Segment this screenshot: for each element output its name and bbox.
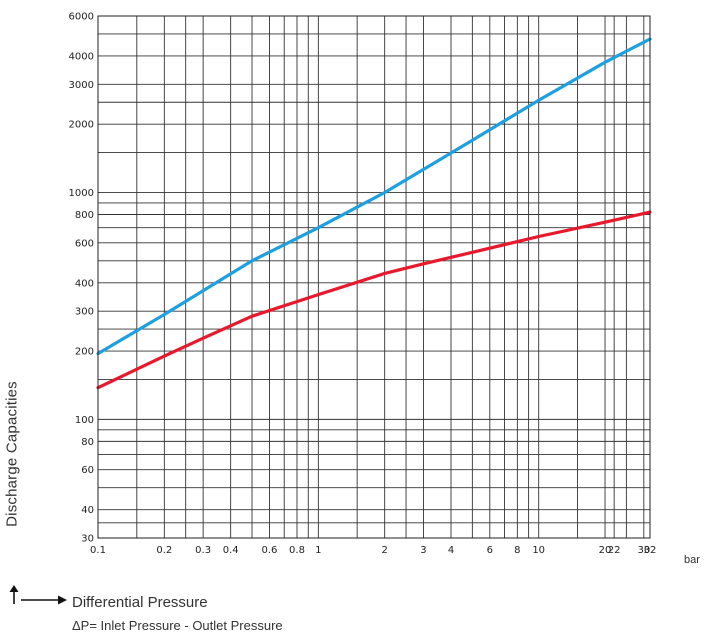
- x-tick-label: 2: [381, 545, 387, 556]
- series-line-blue: [96, 37, 652, 356]
- y-tick-label: 3000: [69, 80, 94, 91]
- series-line-red: [96, 210, 652, 390]
- arrow-up-icon: [9, 585, 19, 604]
- y-tick-label: 800: [75, 210, 94, 221]
- x-tick-label: 0.4: [223, 545, 239, 556]
- y-tick-label: 100: [75, 415, 94, 426]
- x-tick-label: 6: [487, 545, 493, 556]
- x-tick-label: 1: [315, 545, 321, 556]
- chart-lines: [96, 37, 652, 390]
- x-tick-label: 32: [644, 545, 657, 556]
- x-tick-label: 4: [448, 545, 454, 556]
- arrow-right-icon: [21, 595, 67, 605]
- y-tick-label: 40: [81, 505, 94, 516]
- x-axis-label: Differential Pressure: [72, 594, 208, 611]
- x-tick-label: 22: [608, 545, 621, 556]
- y-tick-label: 1000: [69, 188, 94, 199]
- y-axis-label-wrap: Discharge Capacities: [2, 354, 22, 554]
- y-tick-label: 400: [75, 278, 94, 289]
- x-tick-label: 20: [599, 545, 612, 556]
- x-tick-label: 0.8: [289, 545, 305, 556]
- x-tick-label: 30: [637, 545, 650, 556]
- x-tick-label: 8: [514, 545, 520, 556]
- y-tick-label: 60: [81, 465, 94, 476]
- y-tick-label: 600: [75, 238, 94, 249]
- chart-grid: [97, 15, 651, 539]
- y-tick-label: 80: [81, 437, 94, 448]
- x-tick-label: 0.3: [195, 545, 211, 556]
- y-axis-label: Discharge Capacities: [3, 381, 21, 527]
- x-tick-label: 0.1: [90, 545, 106, 556]
- y-tick-label: 4000: [69, 51, 94, 62]
- y-tick-label: 2000: [69, 120, 94, 131]
- pressure-formula-note: ΔP= Inlet Pressure - Outlet Pressure: [72, 618, 283, 633]
- x-tick-label: 10: [532, 545, 545, 556]
- x-tick-label: 0.2: [156, 545, 172, 556]
- y-tick-label: 6000: [69, 12, 94, 23]
- y-tick-label: 200: [75, 347, 94, 358]
- x-axis-unit: bar: [684, 554, 700, 566]
- y-tick-label: 30: [81, 534, 94, 545]
- x-tick-label: 0.6: [262, 545, 278, 556]
- x-tick-label: 3: [420, 545, 426, 556]
- y-tick-label: 300: [75, 307, 94, 318]
- plot-frame: [97, 15, 651, 539]
- y-tick-labels: 30 40 60 80 100 200 300 400 600 800 1000 2000 3000 40…: [69, 12, 94, 545]
